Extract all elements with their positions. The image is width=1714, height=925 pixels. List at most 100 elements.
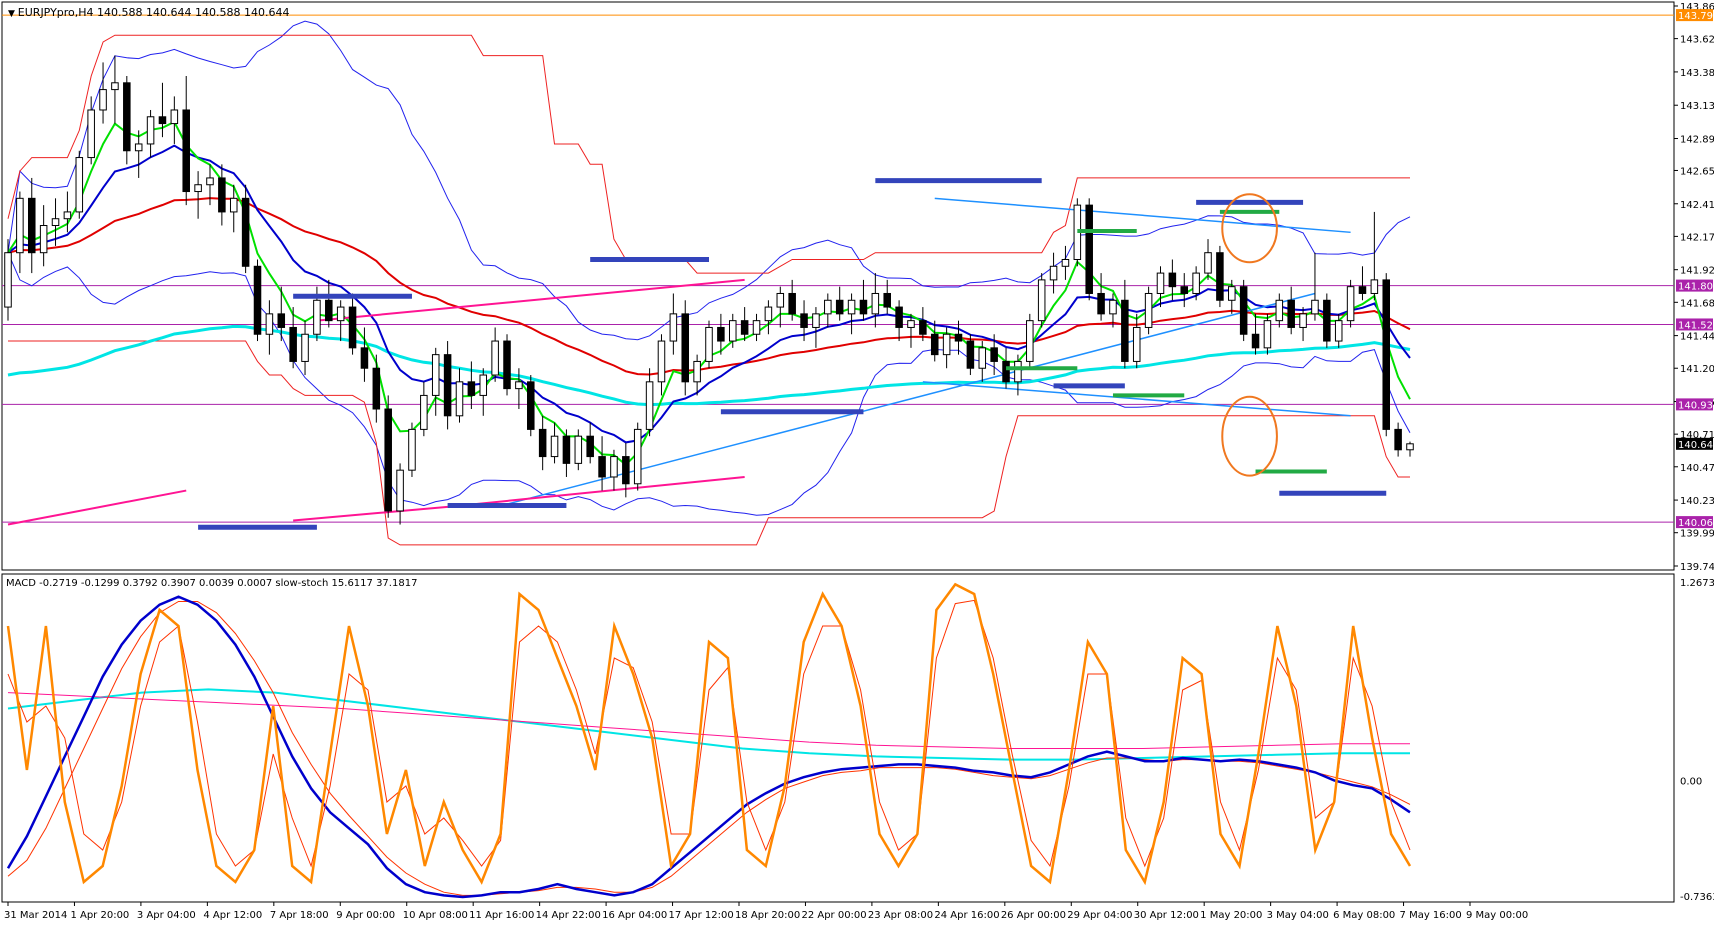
candle-body xyxy=(693,360,701,383)
candle-body xyxy=(372,367,381,410)
candle-body xyxy=(206,177,214,186)
candle-body xyxy=(669,313,678,342)
candle-body xyxy=(1346,286,1355,322)
x-tick-label: 11 Apr 16:00 xyxy=(469,910,534,921)
trendline xyxy=(922,381,1351,417)
x-tick-label: 4 Apr 12:00 xyxy=(203,910,262,921)
candle-body xyxy=(1168,272,1177,288)
candle-body xyxy=(1287,299,1295,328)
candle-body xyxy=(1228,286,1236,301)
x-tick-label: 10 Apr 08:00 xyxy=(403,910,468,921)
x-tick-label: 3 May 04:00 xyxy=(1267,910,1329,921)
candle-body xyxy=(1014,360,1022,383)
x-tick-label: 9 May 00:00 xyxy=(1466,910,1528,921)
x-tick-label: 17 Apr 12:00 xyxy=(669,910,734,921)
level-label-text: 143.798 xyxy=(1678,11,1714,22)
candle-body xyxy=(527,381,535,430)
candle-body xyxy=(1144,292,1153,328)
candle-body xyxy=(562,435,571,464)
level-label-box xyxy=(1676,9,1713,22)
candle-body xyxy=(289,326,297,362)
sub-y-tick-label: 0.00 xyxy=(1680,776,1702,787)
candle-body xyxy=(1156,272,1165,294)
candle-body xyxy=(1239,286,1248,335)
candle-body xyxy=(1275,299,1284,322)
candle-body xyxy=(27,197,36,254)
candle-body xyxy=(907,320,915,328)
y-tick-label: 143.865 xyxy=(1680,2,1714,13)
y-tick-label: 141.440 xyxy=(1680,332,1714,343)
candle-body xyxy=(717,326,725,342)
candle-body xyxy=(313,299,321,335)
y-tick-label: 141.925 xyxy=(1680,266,1714,277)
candle-body xyxy=(75,157,84,213)
candle-body xyxy=(705,326,713,362)
candle-body xyxy=(420,394,428,430)
trendline xyxy=(506,292,1316,505)
candle-body xyxy=(824,299,832,315)
sub-layer xyxy=(6,582,1412,899)
candle-body xyxy=(134,143,143,152)
candle-body xyxy=(800,313,808,328)
ema-mid-line xyxy=(7,144,1411,444)
candle-body xyxy=(467,381,476,396)
level-label-text: 140.644 xyxy=(1678,440,1714,451)
level-label-box xyxy=(1676,318,1713,331)
bollinger-lower-line xyxy=(7,252,1411,516)
envelope-upper-line xyxy=(7,34,1410,274)
candle-body xyxy=(930,333,939,356)
y-tick-label: 140.230 xyxy=(1680,496,1714,507)
candle-body xyxy=(622,456,630,485)
candle-body xyxy=(479,374,488,396)
candle-body xyxy=(1061,258,1070,267)
candle-body xyxy=(1406,443,1414,451)
candle-body xyxy=(218,177,226,213)
candle-body xyxy=(1097,292,1105,315)
candle-body xyxy=(1109,299,1117,315)
x-tick-label: 7 May 16:00 xyxy=(1400,910,1462,921)
candle-body xyxy=(348,306,357,349)
candle-body xyxy=(51,218,60,227)
chart-header: ▼ EURJPYpro,H4 140.588 140.644 140.588 1… xyxy=(8,6,290,19)
y-tick-label: 143.135 xyxy=(1680,101,1714,112)
candle-body xyxy=(1085,204,1093,294)
level-label-text: 141.522 xyxy=(1678,320,1714,331)
candle-body xyxy=(1002,360,1010,383)
candle-body xyxy=(764,306,773,322)
candle-body xyxy=(598,456,606,478)
candle-body xyxy=(954,333,963,342)
header-menu-icon[interactable]: ▼ xyxy=(8,9,18,19)
candle-body xyxy=(586,435,594,458)
x-tick-label: 1 Apr 20:00 xyxy=(70,910,129,921)
candle-body xyxy=(253,265,262,335)
sub-pink-line xyxy=(7,692,1410,749)
candle-body xyxy=(812,313,820,328)
stoch-main-line xyxy=(6,582,1412,886)
candle-body xyxy=(408,428,416,471)
candle-body xyxy=(740,320,749,335)
sub-panel-frame xyxy=(1,573,1675,903)
level-label-box xyxy=(1676,279,1713,292)
y-tick-label: 139.990 xyxy=(1680,529,1714,540)
candle-body xyxy=(1358,286,1367,294)
candle-body xyxy=(859,299,868,315)
level-label-box xyxy=(1676,516,1713,529)
candle-body xyxy=(1323,299,1331,342)
level-label-text: 141.808 xyxy=(1678,282,1714,293)
x-tick-label: 3 Apr 04:00 xyxy=(137,910,196,921)
trendline xyxy=(316,278,745,322)
candle-body xyxy=(1204,252,1212,274)
candle-body xyxy=(170,109,179,125)
candle-body xyxy=(1382,279,1391,430)
candle-body xyxy=(776,292,785,308)
candle-body xyxy=(325,299,333,322)
candle-body xyxy=(538,428,547,458)
highlight-ellipse xyxy=(1221,193,1278,264)
candle-body xyxy=(1216,252,1224,301)
candle-body xyxy=(681,313,690,383)
candle-body xyxy=(4,252,12,308)
symbol-line: EURJPYpro,H4 140.588 140.644 140.588 140… xyxy=(18,6,290,19)
highlight-ellipse xyxy=(1221,395,1278,477)
candle-body xyxy=(1132,326,1141,362)
